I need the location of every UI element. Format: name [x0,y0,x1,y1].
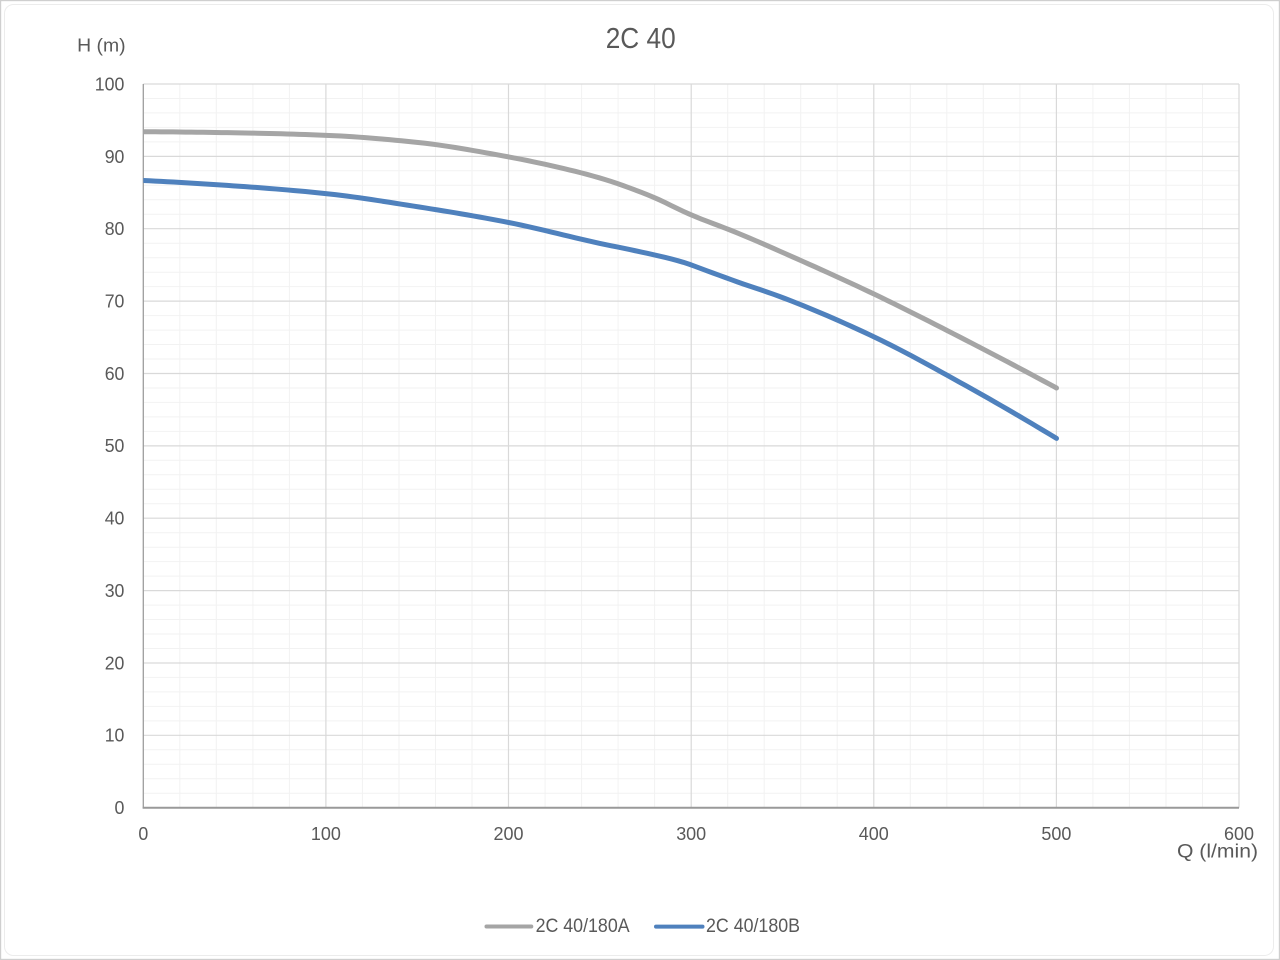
svg-text:100: 100 [95,74,125,94]
svg-text:H (m): H (m) [77,34,126,55]
svg-text:40: 40 [105,509,125,529]
svg-text:600: 600 [1224,824,1254,844]
svg-text:20: 20 [105,653,125,673]
svg-text:50: 50 [105,436,125,456]
svg-text:2C 40: 2C 40 [606,22,676,54]
svg-text:200: 200 [494,824,524,844]
svg-text:400: 400 [859,824,889,844]
svg-text:Q (l/min): Q (l/min) [1177,842,1258,863]
svg-text:500: 500 [1041,824,1071,844]
svg-text:0: 0 [115,798,125,818]
svg-text:100: 100 [311,824,341,844]
svg-text:60: 60 [105,364,125,384]
svg-text:10: 10 [105,726,125,746]
svg-text:90: 90 [105,147,125,167]
svg-text:70: 70 [105,292,125,312]
svg-text:300: 300 [676,824,706,844]
svg-text:0: 0 [138,824,148,844]
svg-text:80: 80 [105,219,125,239]
svg-text:2C 40/180A: 2C 40/180A [536,916,630,937]
svg-text:2C 40/180B: 2C 40/180B [706,916,800,937]
svg-text:30: 30 [105,581,125,601]
